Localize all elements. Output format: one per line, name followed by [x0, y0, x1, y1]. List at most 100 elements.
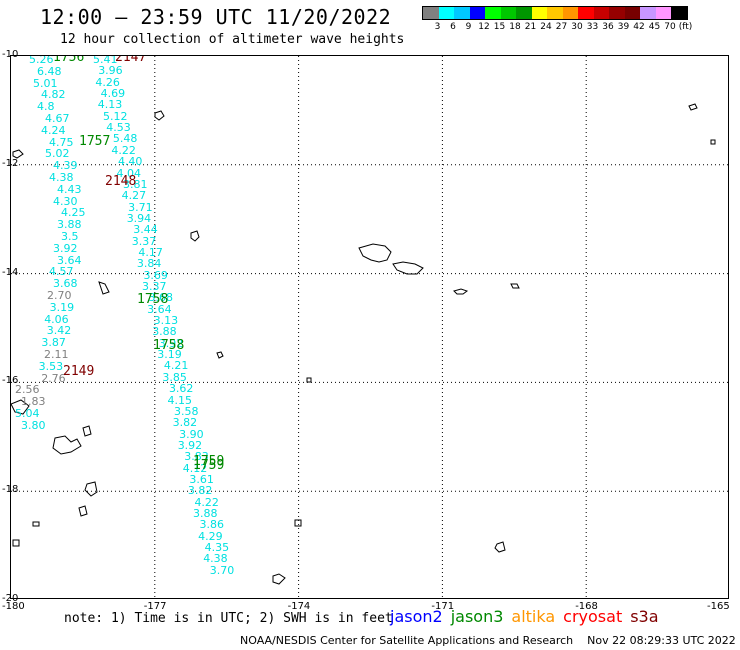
wave-height-value: 4.38 — [49, 171, 74, 184]
wave-height-value: 3.19 — [157, 348, 182, 362]
island-uvea-reef — [98, 281, 110, 295]
longitude-tick: -180 — [2, 601, 25, 612]
wave-height-value: 3.5 — [61, 230, 79, 243]
wave-height-value: 4.53 — [106, 121, 131, 135]
longitude-tick: -171 — [431, 601, 455, 612]
wave-height-value: 4.13 — [97, 98, 123, 112]
colorbar-label: 45 — [648, 22, 661, 32]
wave-height-value: 4.43 — [57, 182, 82, 196]
wave-height-value: 3.64 — [147, 302, 172, 316]
wave-height-value: 3.71 — [128, 200, 153, 214]
wave-height-value: 3.37 — [142, 280, 167, 293]
wave-height-value: 3.37 — [131, 234, 157, 248]
wave-height-value: 3.88 — [193, 507, 218, 520]
pass-time-label: 1758 — [153, 338, 185, 353]
colorbar-swatch — [609, 7, 625, 19]
island-lau-1 — [84, 481, 98, 497]
island-north-1 — [688, 103, 698, 111]
wave-height-value: 4.75 — [49, 135, 74, 149]
wave-height-value: 3.70 — [209, 563, 235, 577]
colorbar-label: 18 — [509, 22, 521, 32]
wave-height-value: 3.53 — [38, 359, 64, 373]
longitude-tick: -177 — [143, 601, 167, 612]
colorbar-label: (ft) — [678, 22, 693, 32]
units-note: note: 1) Time is in UTC; 2) SWH is in fe… — [64, 611, 393, 626]
wave-height-value: 5.41 — [93, 55, 118, 66]
wave-height-value: 3.68 — [148, 291, 174, 305]
colorbar-swatch — [438, 7, 454, 19]
colorbar-swatch — [624, 7, 640, 19]
wave-height-value: 3.42 — [46, 324, 72, 338]
island-outlines — [11, 103, 716, 585]
colorbar-swatch — [562, 7, 578, 19]
wave-height-value: 3.88 — [152, 325, 177, 339]
wave-height-value: 4.06 — [44, 312, 69, 326]
pass-time-label: 2148 — [105, 174, 137, 189]
wave-height-value: 4.30 — [53, 194, 78, 208]
island-vanua-levu — [52, 435, 82, 455]
island-swains — [510, 283, 520, 289]
wave-height-value: 4.04 — [116, 166, 142, 180]
wave-height-value: 3.92 — [177, 438, 203, 452]
colorbar-label: 21 — [524, 22, 537, 32]
wave-height-value: 4.25 — [61, 206, 86, 220]
latitude-tick: -20 — [2, 593, 19, 604]
wave-height-value: 5.01 — [33, 76, 58, 90]
island-misc-1 — [294, 519, 302, 527]
wave-height-value: 1.83 — [21, 395, 46, 409]
colorbar-label: 12 — [478, 22, 490, 32]
colorbar-swatch — [423, 7, 439, 19]
wave-height-value: 3.92 — [53, 241, 78, 255]
island-futuna — [154, 110, 165, 121]
pass-time-label: 1758 — [137, 292, 169, 307]
wave-height-value: 4.24 — [41, 123, 66, 137]
wave-height-value: 5.26 — [29, 55, 54, 66]
colorbar-label: 36 — [602, 22, 614, 32]
wave-height-value: 4.82 — [41, 88, 66, 102]
island-lau-3 — [11, 399, 30, 415]
colorbar-swatch — [547, 7, 563, 19]
colorbar-label: 9 — [465, 22, 472, 32]
wave-height-value: 3.58 — [174, 404, 199, 418]
island-tonga-2 — [272, 573, 286, 585]
wave-height-value: 3.62 — [168, 382, 194, 396]
wave-height-value: 4.8 — [37, 100, 55, 114]
wave-height-value: 3.83 — [184, 450, 209, 464]
wave-height-value: 4.17 — [138, 245, 163, 259]
wave-height-value: 2.70 — [47, 289, 72, 302]
colorbar-label: 33 — [586, 22, 599, 32]
colorbar-label: 42 — [633, 22, 645, 32]
island-samoa-upolu — [358, 243, 392, 263]
wave-height-value: 3.94 — [126, 211, 152, 225]
island-samoa-savaii — [392, 261, 424, 275]
wave-height-value: 4.69 — [100, 87, 126, 101]
pass-time-label: 1759 — [193, 458, 225, 473]
wave-height-value: 3.92 — [158, 336, 184, 350]
map-canvas — [11, 56, 728, 598]
colorbar-label: 3 — [434, 22, 441, 32]
wave-height-value: 4.35 — [204, 541, 230, 555]
map-subtitle: 12 hour collection of altimeter wave hei… — [60, 32, 405, 47]
latitude-tick: -16 — [2, 375, 19, 387]
island-misc-2 — [12, 539, 20, 547]
wave-height-value: 3.90 — [179, 427, 204, 441]
island-rotuma — [12, 149, 24, 159]
island-wallis — [190, 230, 200, 242]
wave-height-value: 4.21 — [163, 359, 189, 373]
wave-height-value: 3.64 — [57, 253, 82, 267]
generated-time: Nov 22 08:29:33 UTC 2022 — [587, 634, 736, 647]
wave-height-value: 4.40 — [117, 155, 143, 169]
wave-height-value: 3.80 — [21, 418, 46, 432]
colorbar-swatch — [516, 7, 532, 19]
wave-height-value: 3.69 — [143, 268, 168, 282]
pass-time-label: 2147 — [115, 55, 147, 65]
satellite-legend-item: jason3 — [450, 607, 504, 626]
colorbar-label: 39 — [617, 22, 630, 32]
wave-height-value: 4.15 — [167, 393, 193, 407]
credit-line: NOAA/NESDIS Center for Satellite Applica… — [240, 634, 736, 647]
wave-height-value: 4.26 — [95, 75, 120, 89]
colorbar-swatch — [531, 7, 547, 19]
colorbar-swatches — [422, 6, 688, 20]
colorbar-label: 70 — [664, 22, 676, 32]
colorbar-swatch — [593, 7, 609, 19]
